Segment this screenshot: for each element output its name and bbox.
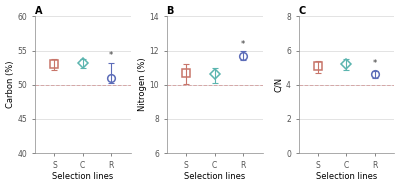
Text: *: * — [372, 59, 377, 68]
X-axis label: Selection lines: Selection lines — [316, 172, 377, 181]
Text: C: C — [298, 6, 306, 16]
Y-axis label: C/N: C/N — [274, 77, 283, 92]
Text: B: B — [167, 6, 174, 16]
X-axis label: Selection lines: Selection lines — [184, 172, 245, 181]
Text: *: * — [109, 51, 113, 60]
Text: A: A — [35, 6, 42, 16]
Y-axis label: Carbon (%): Carbon (%) — [6, 61, 14, 108]
Text: *: * — [241, 40, 245, 49]
X-axis label: Selection lines: Selection lines — [52, 172, 113, 181]
Y-axis label: Nitrogen (%): Nitrogen (%) — [138, 58, 146, 111]
